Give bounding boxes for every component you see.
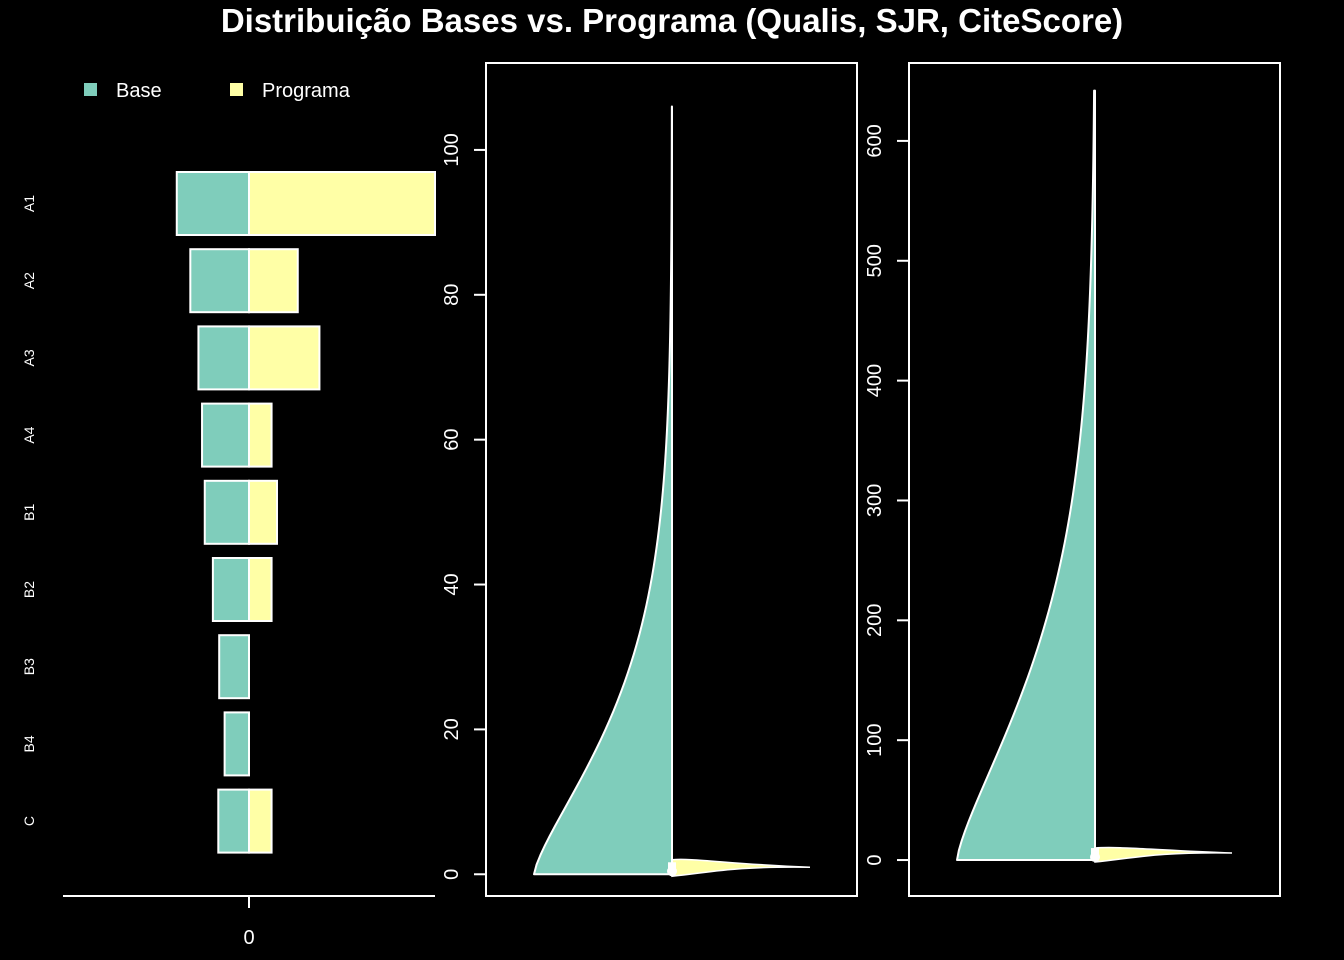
bar-base-b1 — [203, 479, 250, 545]
y-tick-label: 500 — [864, 244, 886, 277]
bar-programa-a3 — [248, 325, 321, 391]
legend-label-base: Base — [116, 80, 162, 102]
violin-half-base — [533, 105, 673, 876]
category-label-b1: B1 — [21, 504, 37, 521]
y-tick-label: 100 — [864, 723, 886, 756]
bar-base-a1 — [175, 171, 250, 236]
violin-half-programa — [1094, 846, 1233, 863]
bar-x-tick-label: 0 — [243, 927, 254, 949]
y-tick-label: 400 — [864, 364, 886, 397]
violin-panel-citescore: 0 100 200 300 400 500 600 — [864, 62, 1281, 897]
category-label-b2: B2 — [21, 581, 37, 598]
legend-swatch-base — [84, 83, 97, 96]
bar-programa-a1 — [248, 171, 436, 236]
y-tick-label: 100 — [441, 133, 463, 166]
bar-base-b4 — [223, 711, 250, 777]
violin-half-programa — [671, 858, 811, 878]
violin-half-base — [956, 89, 1096, 862]
bar-programa-b1 — [248, 479, 278, 545]
bar-programa-a4 — [248, 402, 273, 468]
category-label-a4: A4 — [21, 426, 37, 443]
bar-base-c — [217, 788, 250, 854]
y-tick-label: 200 — [864, 604, 886, 637]
category-label-a1: A1 — [21, 195, 37, 212]
category-label-b3: B3 — [21, 658, 37, 675]
y-tick-label: 0 — [441, 869, 463, 880]
bar-base-a4 — [201, 402, 250, 468]
violin-panel-sjr: 0 20 40 60 80 100 — [441, 62, 858, 897]
bar-chart-panel: A1 A2 A3 A4 B1 B2 B3 B4 C 0 — [21, 171, 436, 949]
y-tick-label: 300 — [864, 484, 886, 517]
legend-label-programa: Programa — [262, 80, 351, 102]
y-tick-label: 20 — [441, 718, 463, 740]
category-label-b4: B4 — [21, 735, 37, 752]
y-tick-label: 60 — [441, 429, 463, 451]
bar-base-b2 — [211, 557, 251, 622]
bar-base-a2 — [189, 248, 251, 314]
bar-base-a3 — [197, 325, 250, 391]
chart-title: Distribuição Bases vs. Programa (Qualis,… — [221, 2, 1123, 39]
plot-frame — [485, 62, 858, 897]
plot-frame — [908, 62, 1281, 897]
category-label-a2: A2 — [21, 272, 37, 289]
y-tick-label: 0 — [864, 854, 886, 865]
legend-swatch-programa — [230, 83, 243, 96]
y-tick-label: 80 — [441, 284, 463, 306]
y-tick-label: 40 — [441, 573, 463, 595]
category-label-a3: A3 — [21, 349, 37, 366]
category-label-c: C — [21, 816, 37, 826]
legend: Base Programa — [84, 80, 351, 102]
bar-programa-b2 — [248, 557, 273, 622]
y-tick-label: 600 — [864, 124, 886, 157]
bar-base-b3 — [218, 634, 251, 700]
violin-median-point — [667, 866, 677, 877]
bar-programa-a2 — [248, 248, 299, 314]
violin-median-point — [1090, 852, 1100, 863]
bar-programa-c — [248, 788, 273, 854]
